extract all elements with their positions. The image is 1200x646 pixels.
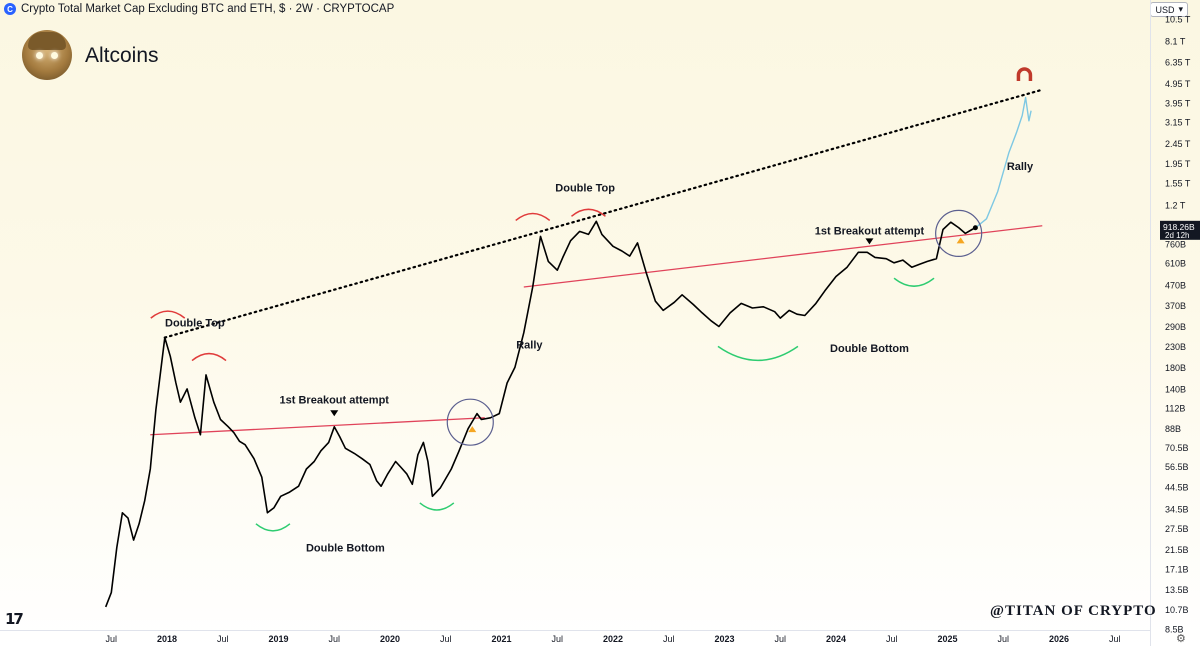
x-tick-label: Jul: [328, 634, 340, 644]
chart-header: C Crypto Total Market Cap Excluding BTC …: [0, 0, 1154, 18]
settings-icon[interactable]: ⚙: [1176, 633, 1186, 645]
x-tick-label: 2019: [268, 634, 288, 644]
symbol-title[interactable]: Crypto Total Market Cap Excluding BTC an…: [21, 3, 395, 15]
avatar: [22, 30, 72, 80]
magnet-icon: [1016, 67, 1033, 81]
y-tick-label: 44.5B: [1165, 483, 1189, 493]
last-price-dot: [972, 225, 978, 231]
chart-annotation: Rally: [516, 339, 543, 351]
y-tick-label: 27.5B: [1165, 524, 1189, 534]
breakout-circle: [935, 209, 983, 258]
y-tick-label: 1.55 T: [1165, 178, 1191, 188]
breakout-red-trendline: [523, 225, 1043, 288]
x-tick-label: 2021: [491, 634, 511, 644]
x-tick-label: Jul: [663, 634, 675, 644]
down-arrow-icon: [330, 410, 339, 417]
x-axis-border: [0, 630, 1150, 631]
current-price-label: 918.26B: [1163, 222, 1195, 232]
chart-annotation: Double Bottom: [306, 543, 385, 555]
avatar-eye-right: [51, 52, 58, 59]
y-tick-label: 610B: [1165, 258, 1186, 268]
double-top-arc: [515, 212, 551, 222]
x-tick-label: Jul: [997, 634, 1009, 644]
x-tick-label: Jul: [217, 634, 229, 644]
x-tick-label: 2024: [826, 634, 846, 644]
y-tick-label: 4.95 T: [1165, 79, 1191, 89]
x-tick-label: 2026: [1049, 634, 1069, 644]
price-countdown: 2d 12h: [1165, 231, 1189, 240]
y-tick-label: 180B: [1165, 363, 1186, 373]
chart-annotation: 1st Breakout attempt: [280, 395, 390, 407]
y-tick-label: 6.35 T: [1165, 58, 1191, 68]
avatar-eye-left: [36, 52, 43, 59]
y-tick-label: 3.95 T: [1165, 98, 1191, 108]
current-price-tag: [1160, 220, 1200, 240]
double-bottom-arc: [893, 277, 935, 287]
projection-line: [974, 96, 1032, 229]
y-tick-label: 10.5 T: [1165, 15, 1191, 25]
y-tick-label: 370B: [1165, 301, 1186, 311]
y-tick-label: 290B: [1165, 322, 1186, 332]
x-tick-label: 2023: [714, 634, 734, 644]
y-tick-label: 760B: [1165, 239, 1186, 249]
y-tick-label: 2.45 T: [1165, 139, 1191, 149]
y-tick-label: 13.5B: [1165, 585, 1189, 595]
y-tick-label: 1.2 T: [1165, 200, 1186, 210]
x-tick-label: Jul: [105, 634, 117, 644]
y-axis-border: [1150, 0, 1151, 646]
crypto-c-icon: C: [4, 3, 16, 15]
x-tick-label: 2022: [603, 634, 623, 644]
breakout-red-trendline: [150, 417, 485, 436]
double-top-arc: [570, 208, 606, 217]
double-bottom-arc: [255, 523, 291, 532]
breakout-marker-icon: [956, 237, 965, 244]
resistance-dotted-trendline: [163, 88, 1044, 339]
y-tick-label: 34.5B: [1165, 504, 1189, 514]
down-arrow-icon: [865, 238, 874, 245]
tradingview-logo[interactable]: 17: [5, 610, 24, 628]
y-tick-label: 470B: [1165, 281, 1186, 291]
chart-annotation: 1st Breakout attempt: [815, 225, 925, 237]
y-tick-label: 230B: [1165, 342, 1186, 352]
x-tick-label: 2018: [157, 634, 177, 644]
chart-title: Altcoins: [85, 44, 159, 67]
x-tick-label: Jul: [440, 634, 452, 644]
double-bottom-arc: [717, 345, 799, 362]
breakout-marker-icon: [468, 426, 477, 433]
currency-label: USD: [1155, 4, 1175, 15]
x-tick-label: Jul: [886, 634, 898, 644]
x-tick-label: 2025: [937, 634, 957, 644]
y-tick-label: 140B: [1165, 384, 1186, 394]
price-line: [104, 220, 976, 608]
chart-annotation: Double Top: [165, 318, 225, 330]
double-bottom-arc: [419, 502, 455, 511]
x-tick-label: Jul: [1109, 634, 1121, 644]
breakout-circle: [446, 398, 494, 446]
y-tick-label: 17.1B: [1165, 565, 1189, 575]
chevron-down-icon: ▾: [1178, 4, 1183, 14]
watermark: @TITAN OF CRYPTO: [990, 603, 1157, 619]
y-tick-label: 70.5B: [1165, 443, 1189, 453]
y-tick-label: 56.5B: [1165, 462, 1189, 472]
chart-annotation: Double Top: [555, 183, 615, 195]
y-tick-label: 21.5B: [1165, 545, 1189, 555]
x-tick-label: Jul: [774, 634, 786, 644]
chart-annotation: Rally: [1007, 161, 1034, 173]
x-tick-label: Jul: [551, 634, 563, 644]
y-tick-label: 3.15 T: [1165, 118, 1191, 128]
y-tick-label: 1.95 T: [1165, 159, 1191, 169]
y-tick-label: 8.5B: [1165, 625, 1184, 635]
y-tick-label: 8.1 T: [1165, 37, 1186, 47]
double-top-arc: [150, 310, 186, 319]
avatar-hair: [28, 32, 66, 50]
chart-annotation: Double Bottom: [830, 343, 909, 355]
y-tick-label: 112B: [1165, 404, 1185, 414]
double-top-arc: [191, 352, 227, 362]
y-tick-label: 10.7B: [1165, 605, 1189, 615]
x-tick-label: 2020: [380, 634, 400, 644]
y-tick-label: 88B: [1165, 424, 1181, 434]
